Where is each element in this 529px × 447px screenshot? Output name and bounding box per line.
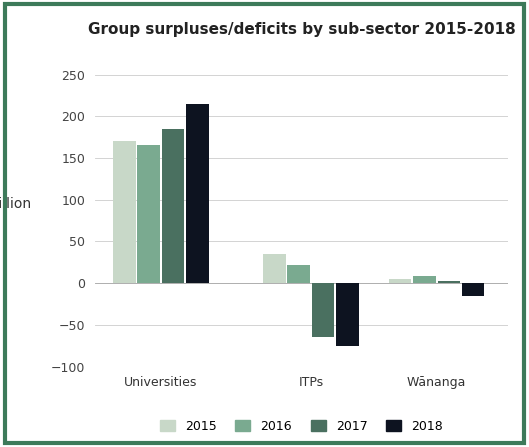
Bar xyxy=(186,104,208,283)
Bar xyxy=(389,279,411,283)
Bar xyxy=(138,145,160,283)
Bar xyxy=(263,254,286,283)
Bar xyxy=(312,283,334,337)
Bar xyxy=(287,265,310,283)
Legend: 2015, 2016, 2017, 2018: 2015, 2016, 2017, 2018 xyxy=(154,413,449,439)
Title: Group surpluses/deficits by sub-sector 2015-2018: Group surpluses/deficits by sub-sector 2… xyxy=(88,22,515,37)
Bar xyxy=(113,141,135,283)
Bar xyxy=(162,129,184,283)
Bar xyxy=(437,282,460,283)
Bar xyxy=(462,283,485,295)
Text: $million: $million xyxy=(0,197,32,211)
Bar xyxy=(336,283,359,346)
Bar xyxy=(413,276,436,283)
